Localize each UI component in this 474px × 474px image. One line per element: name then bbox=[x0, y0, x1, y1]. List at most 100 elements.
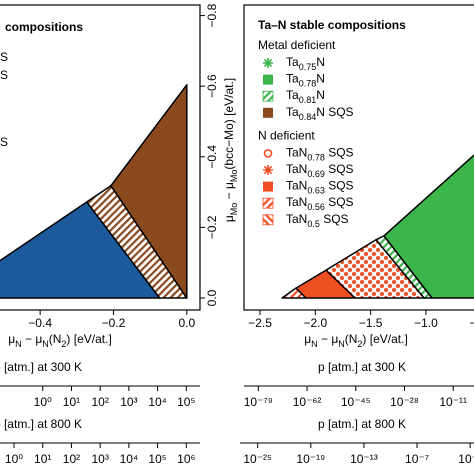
pressure-tick-label: 10⁵ bbox=[148, 452, 166, 466]
pressure-tick-label: 10⁻⁶² bbox=[293, 395, 322, 409]
y-tick-label: −0.8 bbox=[205, 3, 219, 27]
legend-entry-part: Ta bbox=[286, 88, 299, 102]
x-axis-label-part: 2 bbox=[357, 339, 362, 349]
pressure-tick-label: 10⁻⁷ bbox=[405, 452, 429, 466]
panel-title: Ta–N stable compositions bbox=[258, 18, 406, 32]
pressure-tick-label: 10³ bbox=[91, 452, 108, 466]
x-axis-label-part: N bbox=[338, 339, 345, 349]
legend-entry-part: SQS bbox=[325, 146, 354, 160]
y-tick-label: −0.2 bbox=[205, 215, 219, 239]
legend-entry-part: 0.63 bbox=[307, 186, 325, 196]
legend-entry: Ta0.84N SQS bbox=[286, 105, 354, 122]
x-axis-label: μN − μN(N2) [eV/at.] bbox=[8, 332, 112, 349]
legend-group-title: N deficient bbox=[258, 129, 315, 143]
x-tick-label: 0.0 bbox=[178, 316, 195, 330]
legend-entry: TaN0.56 SQS bbox=[286, 195, 354, 212]
legend-entry-part: SQS bbox=[325, 179, 354, 193]
legend-marker bbox=[263, 149, 273, 158]
legend-entry-part: TaN bbox=[286, 146, 307, 160]
x-axis-label-part: (N bbox=[49, 332, 62, 346]
legend-entry-part: Ta bbox=[286, 72, 299, 86]
legend-entry-part: TaN bbox=[286, 162, 307, 176]
legend-entry-part: SQS bbox=[320, 212, 349, 226]
legend-fragment: S bbox=[0, 68, 8, 82]
x-tick-label: −2.0 bbox=[303, 316, 327, 330]
pressure-tick-label: 10⁰ bbox=[5, 452, 23, 466]
x-axis-label-part: − μ bbox=[318, 332, 339, 346]
x-axis-label-part: ) [eV/at.] bbox=[362, 332, 407, 346]
x-axis-label-part: − μ bbox=[22, 332, 43, 346]
x-axis-label-part: 2 bbox=[61, 339, 66, 349]
pressure-tick-label: 10⁻¹¹ bbox=[439, 395, 467, 409]
legend-fragment: S bbox=[0, 50, 8, 64]
legend-marker bbox=[263, 165, 273, 175]
legend-marker bbox=[262, 197, 274, 209]
legend-entry-part: N bbox=[316, 72, 325, 86]
y-axis-label-part: (bcc−Mo) [eV/at.] bbox=[222, 78, 236, 170]
legend-entry-part: 0.78 bbox=[299, 79, 317, 89]
pressure-tick-label: 10⁶ bbox=[177, 452, 195, 466]
y-axis-label: μMo − μMo(bcc−Mo) [eV/at.] bbox=[222, 78, 239, 222]
legend-marker bbox=[263, 107, 273, 118]
x-tick-label: −2.5 bbox=[248, 316, 272, 330]
pressure-tick-label: 10² bbox=[63, 452, 80, 466]
legend-entry-part: SQS bbox=[325, 162, 354, 176]
x-axis-label-part: (N bbox=[345, 332, 358, 346]
legend-entry-part: 0.84 bbox=[299, 112, 317, 122]
pressure-tick-label: 10² bbox=[91, 395, 108, 409]
legend-marker bbox=[262, 214, 274, 226]
legend-entry-part: N SQS bbox=[316, 105, 353, 119]
legend-marker bbox=[263, 58, 273, 68]
legend-entry-part: TaN bbox=[286, 179, 307, 193]
legend-entry-part: 0.75 bbox=[299, 62, 317, 72]
pressure-tick-label: 10⁻⁷⁹ bbox=[244, 395, 273, 409]
legend-entry: TaN0.78 SQS bbox=[286, 146, 354, 163]
legend-entry-part: 0.56 bbox=[307, 203, 325, 213]
pressure-tick-label: 10⁻¹⁹ bbox=[296, 452, 325, 466]
x-axis-label-part: μ bbox=[8, 332, 15, 346]
pressure-axis-title: p [atm.] at 300 K bbox=[318, 360, 406, 374]
legend-entry-part: 0.81 bbox=[299, 96, 317, 106]
pressure-tick-label: 10⁰ bbox=[34, 395, 52, 409]
pressure-tick-label: 10⁵ bbox=[177, 395, 195, 409]
legend-marker bbox=[263, 74, 273, 85]
pressure-tick-label: 10³ bbox=[120, 395, 137, 409]
legend-entry: Ta0.78N bbox=[286, 72, 325, 89]
x-axis-label-part: μ bbox=[304, 332, 311, 346]
x-axis-label-part: N bbox=[311, 339, 318, 349]
pressure-tick-label: 10⁻¹³ bbox=[350, 452, 378, 466]
legend-entry-part: Ta bbox=[286, 55, 299, 69]
legend-entry: TaN0.5 SQS bbox=[286, 212, 349, 229]
y-tick-label: −0.6 bbox=[205, 74, 219, 98]
legend-entry: Ta0.81N bbox=[286, 88, 325, 105]
legend-entry-part: 0.69 bbox=[307, 169, 325, 179]
pressure-tick-label: 10⁻²⁸ bbox=[390, 395, 419, 409]
legend-entry-part: SQS bbox=[325, 195, 354, 209]
plot-frame bbox=[0, 4, 201, 311]
legend-entry-part: Ta bbox=[286, 105, 299, 119]
pressure-axis-title: p [atm.] at 800 K bbox=[0, 417, 82, 431]
legend-entry-part: TaN bbox=[286, 212, 307, 226]
legend-entry: Ta0.75N bbox=[286, 55, 325, 72]
legend-fragment: S bbox=[0, 135, 8, 149]
y-axis-label-part: Mo bbox=[229, 170, 239, 183]
legend-group-title: Metal deficient bbox=[258, 38, 336, 52]
pressure-axis-title: p [atm.] at 300 K bbox=[0, 360, 82, 374]
legend-entry-part: 0.5 bbox=[307, 219, 320, 229]
x-tick-label: −0.2 bbox=[102, 316, 126, 330]
x-axis-label-part: N bbox=[42, 339, 49, 349]
x-axis-label-part: ) [eV/at.] bbox=[66, 332, 111, 346]
legend-entry-part: N bbox=[316, 55, 325, 69]
phase-region bbox=[110, 84, 188, 299]
plot-frame bbox=[243, 4, 474, 311]
pressure-tick-label: 10⁻¹ bbox=[458, 452, 474, 466]
pressure-tick-label: 10¹ bbox=[63, 395, 80, 409]
legend-entry: TaN0.63 SQS bbox=[286, 179, 354, 196]
phase-region bbox=[383, 154, 474, 299]
y-axis-label-part: Mo bbox=[229, 203, 239, 216]
legend-entry-part: 0.78 bbox=[307, 153, 325, 163]
legend-entry-part: N bbox=[316, 88, 325, 102]
pressure-axis-title: p [atm.] at 800 K bbox=[318, 417, 406, 431]
